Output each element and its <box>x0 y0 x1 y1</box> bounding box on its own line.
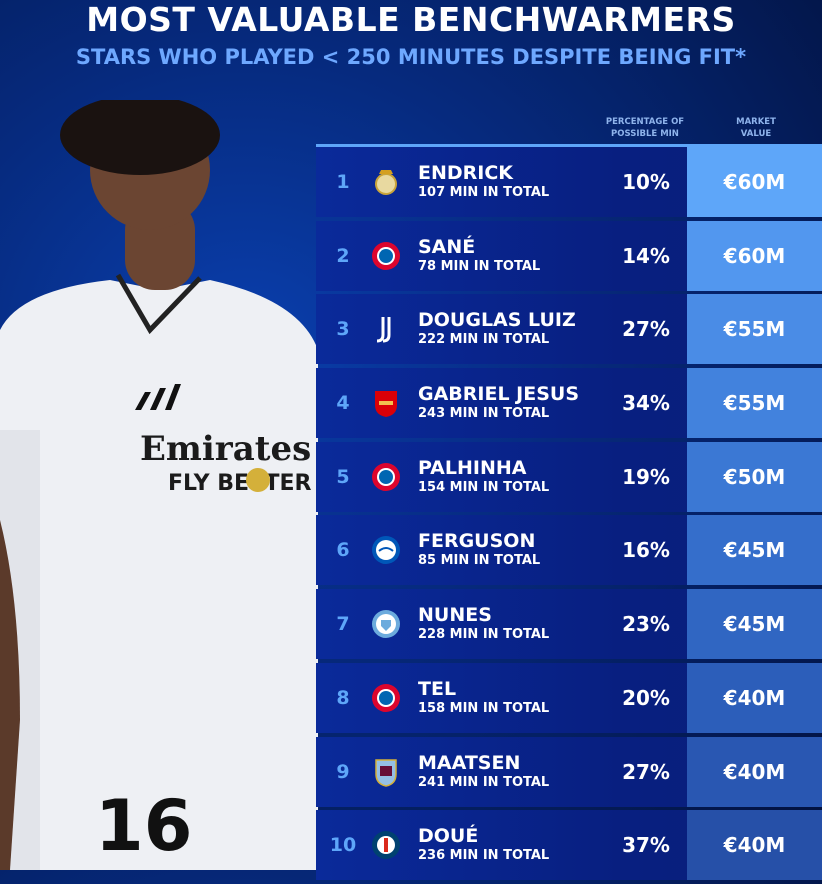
player-name: MAATSEN <box>418 751 521 774</box>
page-subtitle: STARS WHO PLAYED < 250 MINUTES DESPITE B… <box>75 45 747 69</box>
player-name: SANÉ <box>418 235 476 258</box>
table-row: 9 MAATSEN 241 MIN IN TOTAL 27% €40M <box>316 736 822 807</box>
page-title: MOST VALUABLE BENCHWARMERS <box>86 0 736 39</box>
player-info: SANÉ 78 MIN IN TOTAL <box>418 236 540 276</box>
minutes-played: 158 MIN IN TOTAL <box>418 700 550 716</box>
percentage-of-possible-min: 34% <box>622 391 670 416</box>
bayern-crest-icon <box>370 682 402 714</box>
player-name: FERGUSON <box>418 530 536 553</box>
table-row: 8 TEL 158 MIN IN TOTAL 20% €40M <box>316 662 822 733</box>
player-photo: Emirates FLY BETTER 16 <box>0 100 318 870</box>
player-info: GABRIEL JESUS 243 MIN IN TOTAL <box>418 383 579 423</box>
percentage-of-possible-min: 23% <box>622 612 670 637</box>
market-value: €40M <box>687 662 822 733</box>
minutes-played: 243 MIN IN TOTAL <box>418 406 550 422</box>
market-value: €45M <box>687 515 822 586</box>
minutes-played: 228 MIN IN TOTAL <box>418 627 550 643</box>
player-info: NUNES 228 MIN IN TOTAL <box>418 604 549 644</box>
player-info: DOUÉ 236 MIN IN TOTAL <box>418 825 549 865</box>
juventus-crest-icon <box>370 313 402 345</box>
rank: 10 <box>329 834 357 857</box>
player-info: PALHINHA 154 MIN IN TOTAL <box>418 457 549 497</box>
minutes-played: 236 MIN IN TOTAL <box>418 848 550 864</box>
market-value: €50M <box>687 441 822 512</box>
player-info: TEL 158 MIN IN TOTAL <box>418 678 549 718</box>
percentage-of-possible-min: 14% <box>622 243 670 268</box>
bayern-crest-icon <box>370 461 402 493</box>
rank: 1 <box>336 171 350 193</box>
player-name: DOUÉ <box>418 825 479 848</box>
minutes-played: 222 MIN IN TOTAL <box>418 332 550 348</box>
minutes-played: 154 MIN IN TOTAL <box>418 479 550 495</box>
column-header-percentage: PERCENTAGE OF POSSIBLE MIN <box>605 117 685 139</box>
market-value: €40M <box>687 736 822 807</box>
player-info: DOUGLAS LUIZ 222 MIN IN TOTAL <box>418 309 576 349</box>
market-value: €55M <box>687 294 822 365</box>
rank: 4 <box>336 392 350 415</box>
percentage-of-possible-min: 20% <box>622 685 670 710</box>
shirt-sponsor: Emirates <box>140 429 311 469</box>
table-row: 5 PALHINHA 154 MIN IN TOTAL 19% €50M <box>316 441 822 512</box>
rank: 7 <box>336 613 350 636</box>
table-row: 6 FERGUSON 85 MIN IN TOTAL 16% €45M <box>316 515 822 586</box>
shirt-number: 16 <box>95 785 192 867</box>
percentage-of-possible-min: 10% <box>622 170 670 194</box>
player-info: FERGUSON 85 MIN IN TOTAL <box>418 530 540 570</box>
minutes-played: 241 MIN IN TOTAL <box>418 774 550 790</box>
player-name: PALHINHA <box>418 456 527 479</box>
minutes-played: 85 MIN IN TOTAL <box>418 553 541 569</box>
player-info: MAATSEN 241 MIN IN TOTAL <box>418 752 549 792</box>
player-name: GABRIEL JESUS <box>418 383 580 406</box>
player-name: NUNES <box>418 604 492 627</box>
rank: 3 <box>336 318 350 341</box>
table-row: 2 SANÉ 78 MIN IN TOTAL 14% €60M <box>316 220 822 291</box>
psg-crest-icon <box>370 829 402 861</box>
percentage-of-possible-min: 16% <box>622 538 670 563</box>
real-madrid-crest-icon <box>370 166 402 198</box>
minutes-played: 107 MIN IN TOTAL <box>418 185 550 200</box>
arsenal-crest-icon <box>370 387 402 419</box>
player-info: ENDRICK 107 MIN IN TOTAL <box>418 162 549 202</box>
table-row: 10 DOUÉ 236 MIN IN TOTAL 37% €40M <box>316 810 822 881</box>
shirt-tagline: FLY BETTER <box>168 471 312 496</box>
man-city-crest-icon <box>370 608 402 640</box>
market-value: €60M <box>687 220 822 291</box>
market-value: €45M <box>687 589 822 660</box>
brighton-crest-icon <box>370 534 402 566</box>
market-value: €60M <box>687 147 822 217</box>
rank: 8 <box>336 686 350 709</box>
market-value: €55M <box>687 368 822 439</box>
table-row: 4 GABRIEL JESUS 243 MIN IN TOTAL 34% €55M <box>316 368 822 439</box>
player-name: TEL <box>418 677 457 700</box>
rank: 9 <box>336 760 350 783</box>
column-header-market-value: MARKET VALUE <box>736 117 776 139</box>
percentage-of-possible-min: 19% <box>622 464 670 489</box>
player-name: DOUGLAS LUIZ <box>418 309 576 332</box>
percentage-of-possible-min: 37% <box>622 833 670 858</box>
ranking-table: 1 ENDRICK 107 MIN IN TOTAL 10% €60M 2 SANÉ… <box>316 144 822 884</box>
market-value: €40M <box>687 810 822 881</box>
percentage-of-possible-min: 27% <box>622 759 670 784</box>
aston-villa-crest-icon <box>370 756 402 788</box>
player-name: ENDRICK <box>418 162 514 184</box>
minutes-played: 78 MIN IN TOTAL <box>418 258 541 274</box>
rank: 6 <box>336 539 350 562</box>
percentage-of-possible-min: 27% <box>622 317 670 342</box>
table-row: 3 DOUGLAS LUIZ 222 MIN IN TOTAL 27% €55M <box>316 294 822 365</box>
table-row: 1 ENDRICK 107 MIN IN TOTAL 10% €60M <box>316 147 822 217</box>
bayern-crest-icon <box>370 240 402 272</box>
table-row: 7 NUNES 228 MIN IN TOTAL 23% €45M <box>316 589 822 660</box>
rank: 5 <box>336 465 350 488</box>
rank: 2 <box>336 244 350 267</box>
